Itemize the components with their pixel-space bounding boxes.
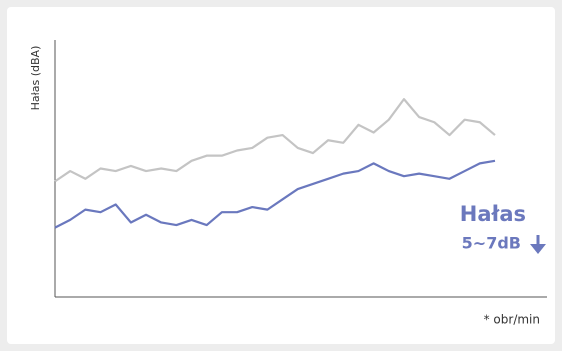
y-axis-label: Hałas (dBA) xyxy=(29,46,42,111)
card xyxy=(7,7,555,344)
down-arrow xyxy=(530,235,546,254)
x-note: * obr/min xyxy=(484,313,540,327)
line-series xyxy=(54,98,496,183)
line-series xyxy=(54,159,496,229)
annotation-text: 5~7dB xyxy=(462,234,521,253)
annotation-title: Hałas xyxy=(460,202,526,226)
